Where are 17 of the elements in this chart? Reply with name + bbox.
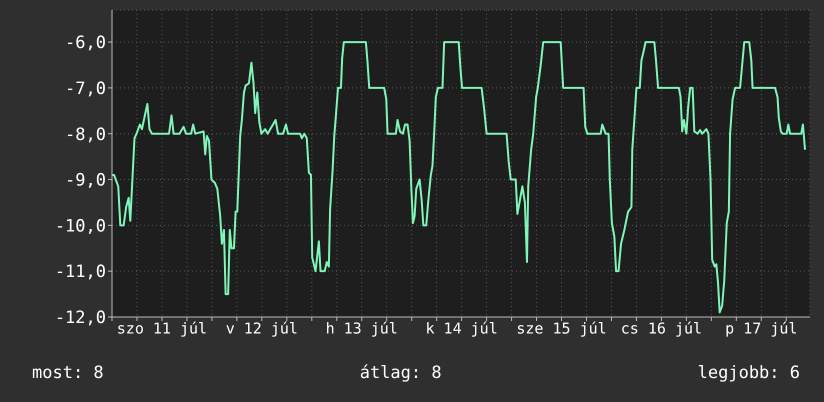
x-tick-label: p 17 júl [725,320,798,338]
text: átlag: 8 [360,363,442,383]
y-tick-label: -7,0 [65,78,106,99]
x-tick-label: v 12 júl [226,320,298,338]
y-tick-label: -11,0 [54,262,106,282]
x-tick-label: sze 15 júl [516,320,607,338]
y-tick-label: -9,0 [65,170,106,191]
y-tick-label: -8,0 [65,124,106,145]
y-tick-label: -12,0 [54,308,106,328]
x-tick-label: cs 16 júl [620,320,702,338]
text: most: 8 [32,363,104,383]
x-tick-label: szo 11 júl [116,320,208,338]
y-tick-label: -10,0 [54,216,106,236]
x-tick-label: k 14 júl [426,320,498,338]
y-tick-label: -6,0 [65,33,106,54]
x-tick-label: h 13 júl [326,320,398,338]
text: legjobb: 6 [698,363,800,383]
